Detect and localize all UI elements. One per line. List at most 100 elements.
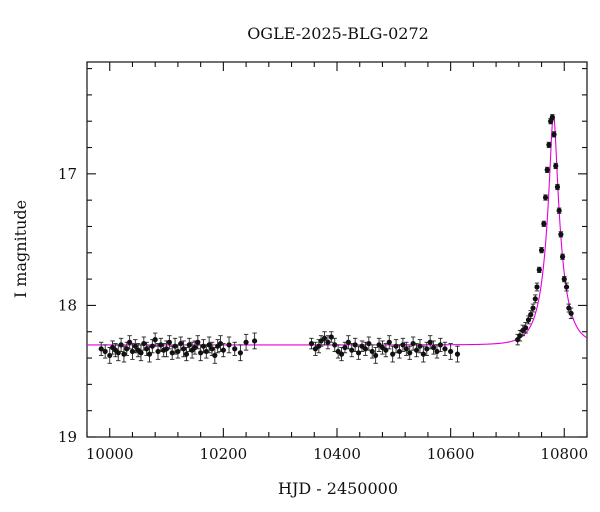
data-point xyxy=(338,351,345,357)
data-point xyxy=(369,348,375,355)
data-point xyxy=(175,348,181,355)
data-point xyxy=(124,346,130,352)
data-point xyxy=(321,335,328,341)
data-point xyxy=(166,339,172,345)
data-point xyxy=(308,340,315,347)
data-point xyxy=(237,350,244,356)
data-point xyxy=(180,346,187,352)
data-point xyxy=(362,346,369,352)
data-point xyxy=(427,339,433,345)
data-point xyxy=(413,347,420,353)
data-point xyxy=(536,267,542,273)
model-fit-curve xyxy=(87,114,588,346)
data-point xyxy=(417,343,423,349)
data-point xyxy=(206,342,212,348)
data-point xyxy=(563,284,570,290)
data-point xyxy=(200,343,207,349)
data-point xyxy=(146,351,153,357)
data-point xyxy=(366,340,372,347)
data-point xyxy=(209,346,215,352)
data-point xyxy=(424,346,430,352)
data-point xyxy=(115,350,121,356)
data-point xyxy=(352,342,358,348)
data-point xyxy=(553,163,559,169)
data-point xyxy=(217,340,224,347)
data-point xyxy=(349,347,355,353)
data-point xyxy=(121,351,127,357)
data-point xyxy=(328,334,334,340)
x-tick-label: 10000 xyxy=(86,445,134,463)
y-tick-label: 18 xyxy=(58,296,77,314)
data-point xyxy=(541,221,547,227)
data-point xyxy=(561,276,567,282)
data-point xyxy=(203,348,209,355)
data-point xyxy=(141,340,147,347)
data-point xyxy=(549,114,555,120)
x-tick-label: 10200 xyxy=(200,445,248,463)
plot-frame xyxy=(86,61,588,438)
x-tick-label: 10400 xyxy=(313,445,361,463)
data-point xyxy=(172,343,178,349)
y-tick-label: 19 xyxy=(58,428,77,446)
data-point xyxy=(434,348,440,355)
data-point xyxy=(195,339,201,345)
data-point xyxy=(530,305,536,311)
data-point xyxy=(232,346,238,352)
data-point xyxy=(316,343,322,349)
data-point xyxy=(403,346,409,352)
data-point xyxy=(169,350,175,356)
x-tick-label: 10600 xyxy=(427,445,475,463)
data-point xyxy=(546,142,552,148)
data-point xyxy=(243,339,249,345)
data-point xyxy=(568,310,574,316)
data-point xyxy=(107,352,113,359)
x-axis: 10000 10200 10400 10600 10800 xyxy=(86,62,588,463)
data-point xyxy=(325,339,331,345)
data-point xyxy=(102,348,108,355)
data-point xyxy=(158,342,164,348)
data-point xyxy=(152,337,158,343)
data-point xyxy=(383,347,389,353)
data-point xyxy=(454,351,461,357)
y-tick-label: 17 xyxy=(58,165,77,183)
data-point xyxy=(226,342,232,348)
data-point xyxy=(390,351,396,357)
x-tick-label: 10800 xyxy=(540,445,588,463)
chart-title: OGLE-2025-BLG-0272 xyxy=(247,24,429,43)
data-point xyxy=(373,352,379,359)
data-point xyxy=(355,350,362,356)
data-point xyxy=(345,339,351,345)
data-point xyxy=(517,333,523,339)
data-point xyxy=(410,340,416,347)
data-point xyxy=(198,350,204,356)
data-point xyxy=(163,346,170,352)
data-point xyxy=(386,339,392,345)
data-point xyxy=(534,284,540,290)
data-point xyxy=(448,348,454,355)
data-point xyxy=(183,351,190,357)
data-point xyxy=(127,339,133,345)
data-point xyxy=(98,346,104,352)
data-point xyxy=(437,342,444,348)
data-point xyxy=(396,348,403,355)
data-point xyxy=(528,312,534,318)
data-point xyxy=(538,247,545,253)
data-point xyxy=(138,350,144,356)
data-point xyxy=(393,343,399,349)
data-point xyxy=(544,167,550,173)
data-point xyxy=(178,340,184,347)
data-point xyxy=(149,343,155,349)
data-point xyxy=(220,347,226,353)
data-point xyxy=(525,317,532,323)
data-point xyxy=(566,305,572,311)
data-point xyxy=(342,344,348,351)
data-point xyxy=(420,351,426,357)
data-point xyxy=(252,338,258,344)
data-point xyxy=(559,254,566,260)
data-point xyxy=(556,208,562,214)
data-point xyxy=(558,231,564,237)
data-point xyxy=(118,342,124,348)
data-point xyxy=(532,296,538,302)
data-point xyxy=(129,348,136,355)
